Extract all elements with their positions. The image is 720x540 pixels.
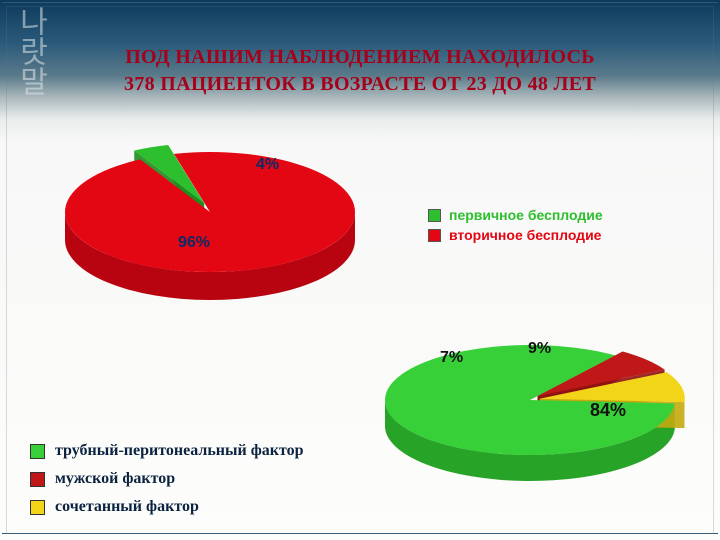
legend-factors: трубный-перитонеальный фактор мужской фак… [30, 432, 304, 526]
legend-text: сочетанный фактор [55, 498, 199, 516]
legend-row: трубный-перитонеальный фактор [30, 442, 304, 460]
legend-swatch [30, 500, 45, 515]
pct-label: 9% [528, 340, 551, 358]
pct-label: 96% [178, 234, 210, 252]
legend-text: мужской фактор [55, 470, 175, 488]
legend-row: сочетанный фактор [30, 498, 304, 516]
pct-label: 7% [440, 349, 463, 367]
legend-row: мужской фактор [30, 470, 304, 488]
legend-text: трубный-перитонеальный фактор [55, 442, 304, 460]
legend-swatch [30, 472, 45, 487]
pct-label: 84% [590, 400, 626, 421]
legend-swatch [30, 444, 45, 459]
pct-label: 4% [256, 156, 279, 174]
